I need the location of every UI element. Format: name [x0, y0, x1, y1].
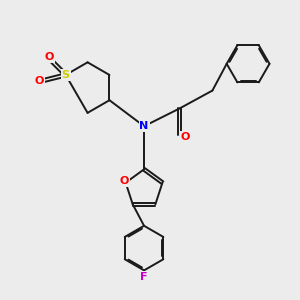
Text: O: O — [119, 176, 129, 186]
Text: O: O — [45, 52, 54, 62]
Text: S: S — [62, 70, 70, 80]
Text: O: O — [34, 76, 44, 86]
Text: F: F — [140, 272, 148, 282]
Text: N: N — [140, 121, 149, 131]
Text: O: O — [181, 132, 190, 142]
